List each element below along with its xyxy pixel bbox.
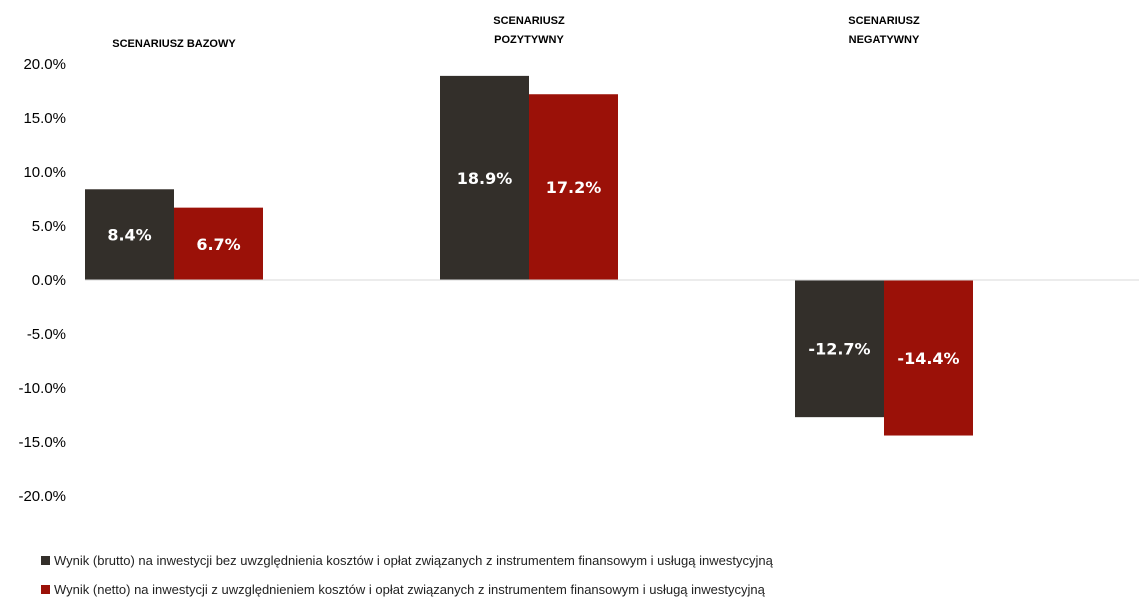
bar-series-1 [795, 280, 884, 418]
bar-series-1 [440, 75, 529, 280]
y-axis: 20.0% 15.0% 10.0% 5.0% 0.0% -5.0% -10.0% -15.0%… [18, 56, 66, 505]
y-tick-label: 20.0% [23, 56, 66, 73]
legend-entry: Wynik (brutto) na inwestycji bez uwzględ… [54, 553, 774, 568]
y-tick-label: -5.0% [27, 326, 66, 343]
data-label: -14.4% [897, 349, 959, 368]
bar-series-2 [174, 207, 263, 280]
y-tick-label: 5.0% [32, 218, 66, 235]
category-label: SCENARIUSZ [493, 15, 565, 27]
legend: Wynik (brutto) na inwestycji bez uwzględ… [41, 553, 774, 597]
y-tick-label: -20.0% [18, 488, 66, 505]
data-label: 8.4% [107, 226, 151, 245]
bars [85, 75, 973, 436]
bar-series-2 [884, 280, 973, 436]
y-tick-label: 0.0% [32, 272, 66, 289]
y-tick-label: 15.0% [23, 110, 66, 127]
category-labels: SCENARIUSZ BAZOWY SCENARIUSZ POZYTYWNY SCEN… [112, 15, 920, 50]
category-label: SCENARIUSZ [848, 15, 920, 27]
legend-swatch [41, 585, 50, 594]
category-label: POZYTYWNY [494, 34, 564, 46]
data-label: 6.7% [196, 235, 240, 254]
bar-series-1 [85, 189, 174, 280]
category-label: NEGATYWNY [849, 34, 920, 46]
category-label: SCENARIUSZ BAZOWY [112, 38, 236, 50]
data-label: 17.2% [546, 178, 602, 197]
y-tick-label: 10.0% [23, 164, 66, 181]
legend-swatch [41, 556, 50, 565]
data-label: -12.7% [808, 340, 870, 359]
bar-series-2 [529, 94, 618, 281]
data-labels: 8.4% 6.7% 18.9% 17.2% -12.7% -14.4% [107, 169, 959, 368]
y-tick-label: -10.0% [18, 380, 66, 397]
legend-entry: Wynik (netto) na inwestycji z uwzględnie… [54, 582, 766, 597]
y-tick-label: -15.0% [18, 434, 66, 451]
data-label: 18.9% [457, 169, 513, 188]
